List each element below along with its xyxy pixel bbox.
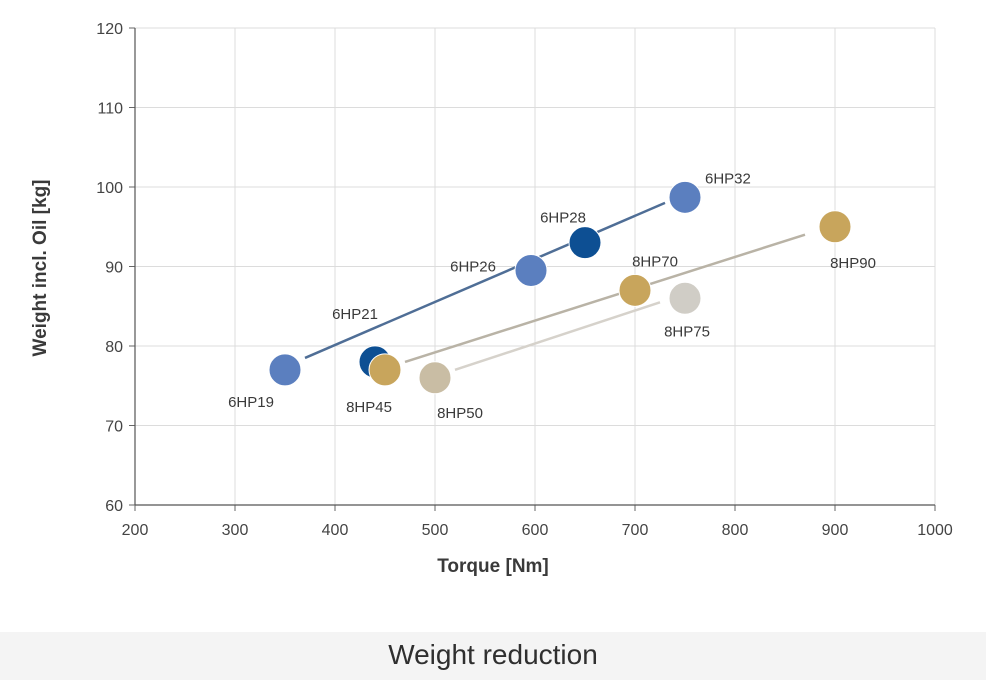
trend-line <box>454 301 661 372</box>
point-label: 6HP32 <box>705 170 751 187</box>
x-tick-label: 700 <box>622 522 649 539</box>
point-label: 6HP26 <box>450 258 496 275</box>
x-tick-label: 1000 <box>917 522 953 539</box>
x-axis-title: Torque [Nm] <box>437 556 549 577</box>
scatter-chart: 200 300 400 500 600 700 800 900 1000 60 70 80 90 100 1… <box>30 21 953 577</box>
y-tick-label: 100 <box>96 180 123 197</box>
point-label: 8HP45 <box>346 399 392 416</box>
data-point <box>618 273 652 307</box>
data-point <box>668 180 702 214</box>
y-tick-label: 70 <box>105 419 123 436</box>
data-point <box>668 281 702 315</box>
y-axis-title: Weight incl. Oil [kg] <box>30 180 51 357</box>
point-label: 6HP21 <box>332 306 378 323</box>
point-label: 8HP50 <box>437 405 483 422</box>
trend-line <box>404 233 806 364</box>
y-tick-label: 110 <box>97 101 123 118</box>
y-tick-label: 90 <box>105 260 123 277</box>
x-tick-label: 200 <box>122 522 149 539</box>
x-tick-label: 400 <box>322 522 349 539</box>
y-tick-label: 80 <box>105 339 123 356</box>
point-label: 8HP75 <box>664 323 710 340</box>
point-label: 8HP90 <box>830 255 876 272</box>
data-point <box>514 253 548 287</box>
x-tick-label: 600 <box>522 522 549 539</box>
x-tick-label: 500 <box>422 522 449 539</box>
y-tick-label: 60 <box>105 498 123 515</box>
data-point <box>818 210 852 244</box>
data-point <box>568 226 602 260</box>
point-label: 6HP28 <box>540 210 586 227</box>
x-tick-label: 800 <box>722 522 749 539</box>
data-point <box>418 361 452 395</box>
trend-line <box>304 201 666 360</box>
figure-caption: Weight reduction <box>0 632 986 680</box>
y-tick-label: 120 <box>96 21 123 38</box>
x-tick-label: 900 <box>822 522 849 539</box>
data-point <box>268 353 302 387</box>
data-point <box>368 353 402 387</box>
point-label: 6HP19 <box>228 394 274 411</box>
x-tick-label: 300 <box>222 522 249 539</box>
point-label: 8HP70 <box>632 253 678 270</box>
